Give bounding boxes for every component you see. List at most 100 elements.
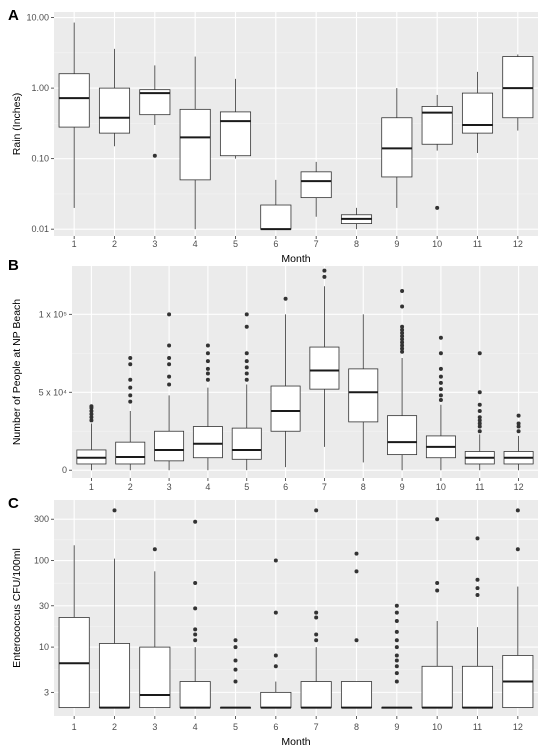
x-tick-label: 9 [400, 482, 405, 492]
box-month-4 [179, 519, 211, 709]
x-tick-label: 12 [514, 482, 524, 492]
outlier-point [205, 359, 210, 364]
outlier-point [394, 653, 399, 658]
box-month-8 [348, 314, 379, 463]
box-month-9 [381, 603, 413, 709]
outlier-point [244, 365, 249, 370]
x-tick-label: 2 [112, 722, 117, 732]
x-tick-label: 12 [513, 722, 523, 732]
iqr-box [231, 427, 262, 460]
outlier-point [205, 343, 210, 348]
y-axis-title: Enterococcus CFU/100ml [11, 548, 23, 668]
outlier-point [400, 334, 405, 339]
outlier-point [477, 418, 482, 423]
outlier-point [400, 343, 405, 348]
outlier-point [435, 517, 440, 522]
x-tick-label: 6 [273, 239, 278, 249]
box-month-7 [300, 508, 332, 709]
iqr-box [98, 87, 131, 134]
outlier-point [394, 610, 399, 615]
outlier-point [233, 658, 238, 663]
outlier-point [167, 382, 172, 387]
x-tick-label: 8 [361, 482, 366, 492]
x-tick-label: 7 [314, 722, 319, 732]
box-month-1 [58, 22, 90, 208]
outlier-point [205, 371, 210, 376]
x-tick-label: 8 [354, 239, 359, 249]
outlier-point [89, 404, 94, 409]
panel-letter: C [8, 495, 19, 512]
outlier-point [400, 346, 405, 351]
box-month-10 [425, 335, 456, 471]
outlier-point [394, 603, 399, 608]
plot-background [54, 12, 538, 236]
box-month-12 [502, 54, 534, 131]
outlier-point [400, 337, 405, 342]
y-tick-label: 30 [39, 601, 49, 611]
outlier-point [314, 638, 319, 643]
box-month-4 [179, 56, 211, 230]
outlier-point [167, 362, 172, 367]
outlier-point [477, 424, 482, 429]
outlier-point [128, 399, 133, 404]
outlier-point [475, 577, 480, 582]
box-month-4 [192, 343, 223, 471]
outlier-point [394, 638, 399, 643]
outlier-point [477, 408, 482, 413]
x-tick-label: 1 [89, 482, 94, 492]
outlier-point [475, 592, 480, 597]
y-tick-label: 3 [44, 687, 49, 697]
outlier-point [273, 664, 278, 669]
outlier-point [394, 645, 399, 650]
outlier-point [400, 304, 405, 309]
outlier-point [515, 547, 520, 552]
outlier-point [233, 638, 238, 643]
outlier-point [322, 268, 327, 273]
x-tick-label: 10 [432, 722, 442, 732]
outlier-point [477, 402, 482, 407]
outlier-point [394, 664, 399, 669]
x-tick-label: 5 [233, 239, 238, 249]
box-month-5 [219, 78, 252, 159]
outlier-point [273, 610, 278, 615]
x-tick-label: 7 [322, 482, 327, 492]
outlier-point [477, 429, 482, 434]
plot-background [54, 500, 538, 716]
y-axis-title: Number of People at NP Beach [11, 299, 23, 445]
outlier-point [233, 645, 238, 650]
box-month-1 [58, 545, 90, 709]
iqr-box [58, 73, 90, 128]
box-month-2 [98, 48, 131, 147]
box-month-7 [309, 268, 340, 447]
iqr-box [192, 426, 223, 459]
x-tick-label: 11 [475, 482, 484, 492]
outlier-point [205, 377, 210, 382]
outlier-point [128, 355, 133, 360]
iqr-box [340, 681, 373, 709]
iqr-box [154, 430, 185, 462]
x-tick-label: 7 [314, 239, 319, 249]
outlier-point [244, 351, 249, 356]
outlier-point [322, 274, 327, 279]
outlier-point [515, 508, 520, 513]
outlier-point [400, 331, 405, 336]
outlier-point [438, 398, 443, 403]
box-month-2 [115, 355, 146, 471]
outlier-point [394, 658, 399, 663]
outlier-point [516, 424, 521, 429]
outlier-point [435, 580, 440, 585]
outlier-point [475, 536, 480, 541]
iqr-box [260, 204, 292, 230]
iqr-box [461, 92, 494, 134]
outlier-point [438, 380, 443, 385]
x-tick-label: 3 [152, 239, 157, 249]
iqr-box [387, 415, 418, 456]
outlier-point [394, 679, 399, 684]
box-month-3 [139, 547, 171, 709]
y-tick-label: 100 [34, 556, 49, 566]
outlier-point [400, 327, 405, 332]
x-tick-label: 5 [233, 722, 238, 732]
outlier-point [400, 340, 405, 345]
panel-letter: A [8, 7, 19, 24]
